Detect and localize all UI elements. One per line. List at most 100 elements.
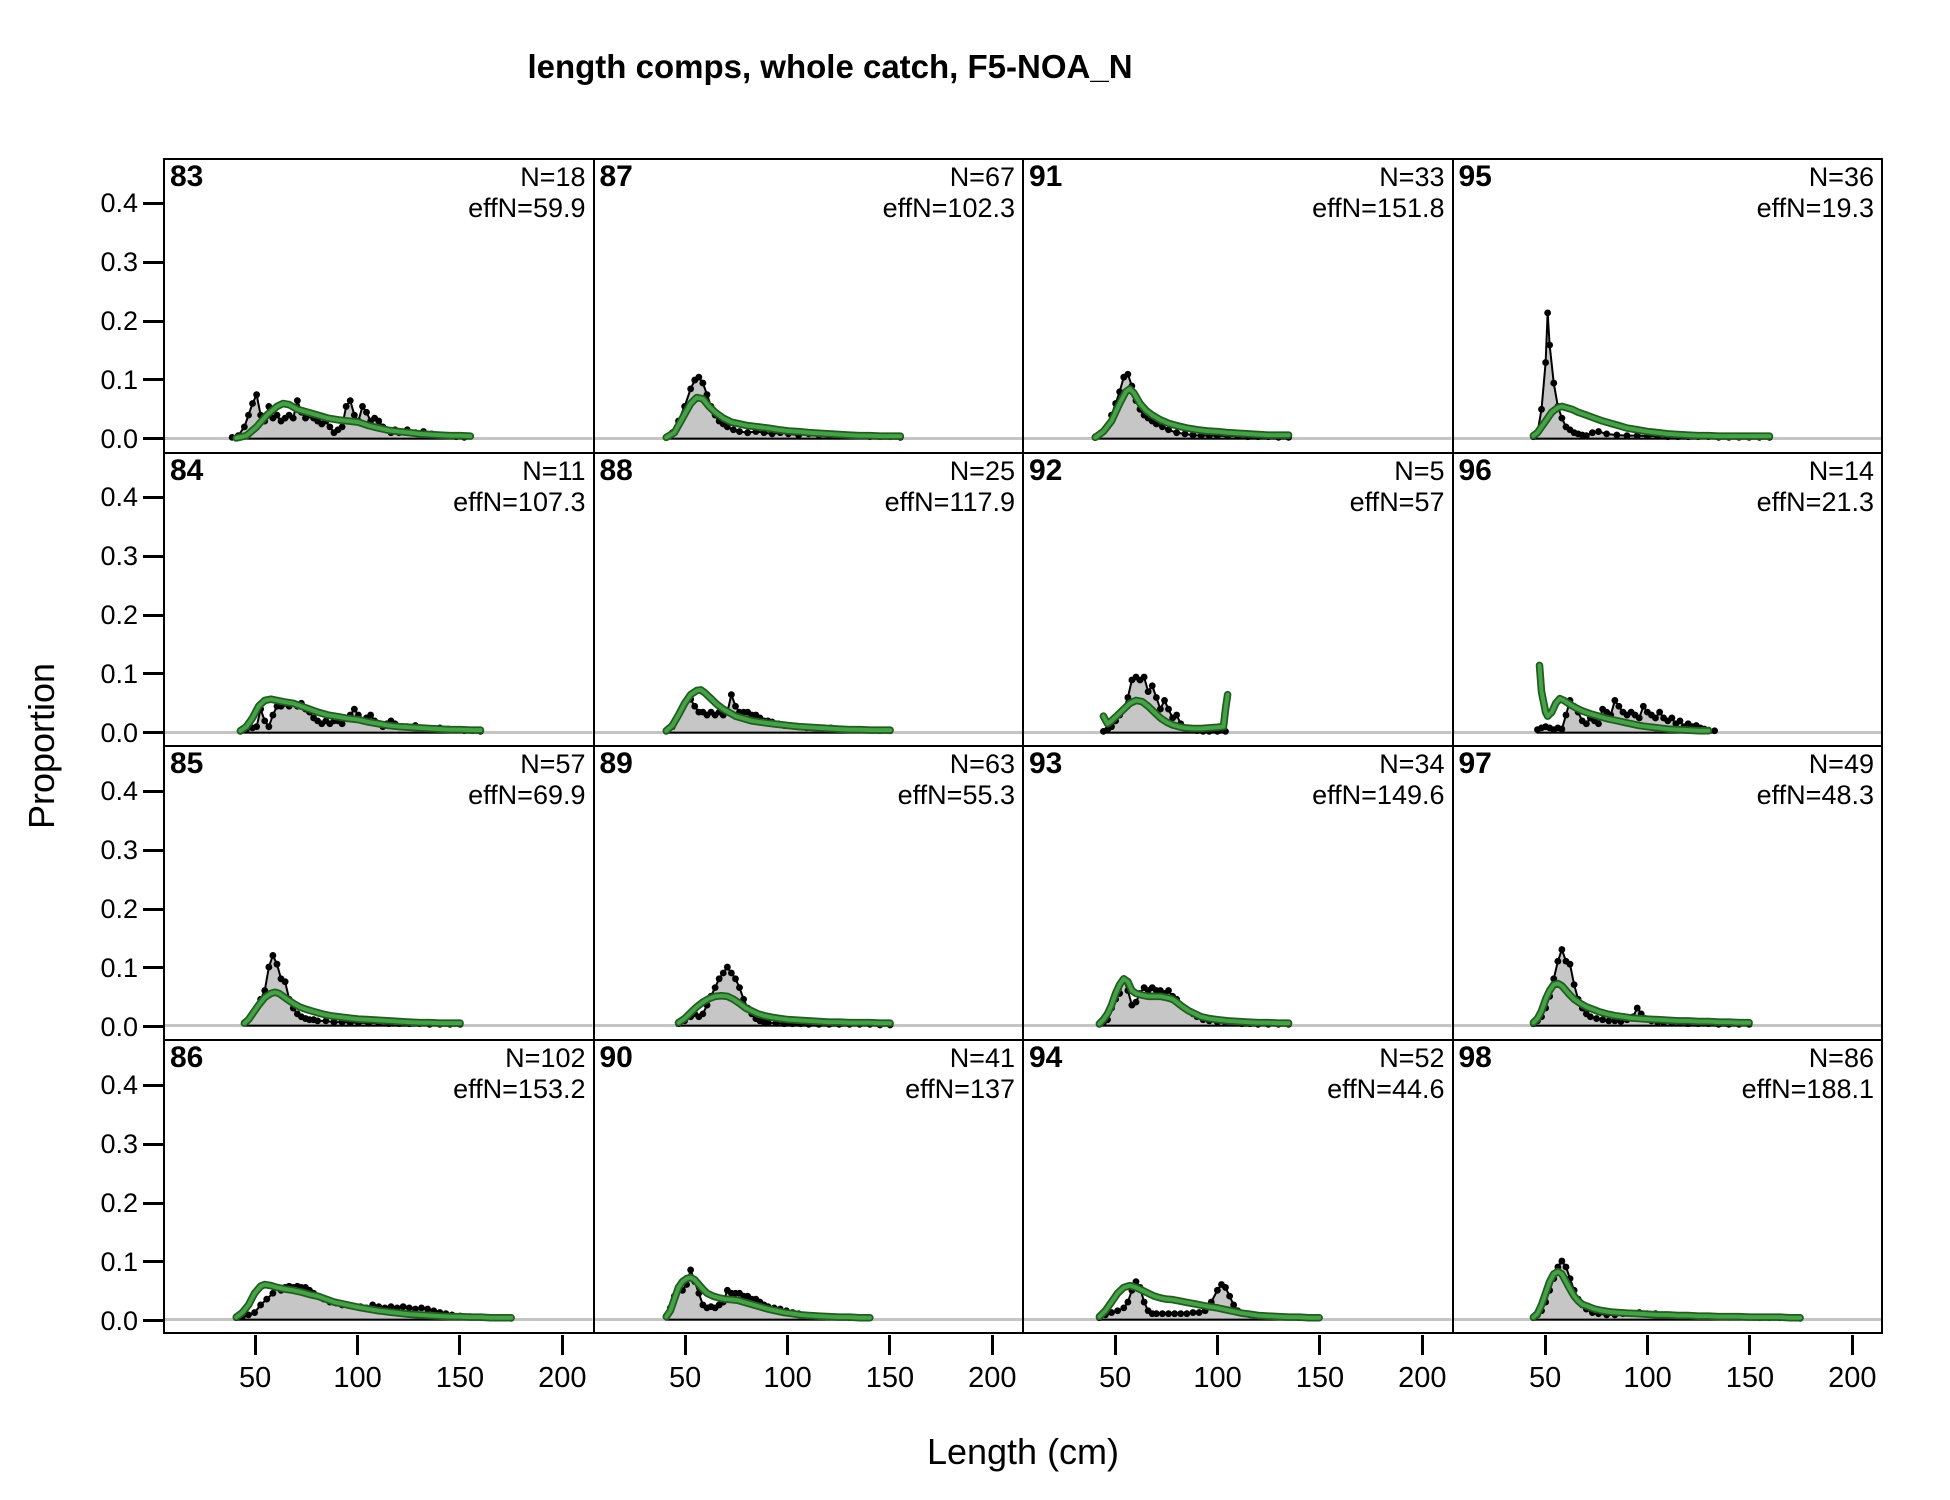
panel-effn-label: effN=153.2 [453, 1073, 586, 1104]
expected-line [1530, 1269, 1802, 1320]
x-axis-tick [786, 1335, 790, 1355]
observed-point [1655, 708, 1663, 716]
observed-point [418, 1303, 425, 1311]
observed-point [1156, 705, 1164, 713]
y-axis-tick [143, 907, 163, 911]
panel-effn-label: effN=21.3 [1756, 486, 1874, 517]
y-axis-tick-label: 0.2 [100, 894, 138, 925]
panel-year-label: 91 [1029, 160, 1063, 193]
x-axis-tick [356, 1335, 360, 1355]
observed-point [1557, 725, 1565, 732]
observed-point [1549, 379, 1557, 387]
x-axis-tick [560, 1335, 564, 1355]
observed-point [1614, 702, 1622, 710]
y-axis-tick-label: 0.4 [100, 1070, 138, 1101]
observed-point [399, 1302, 407, 1310]
expected-line [663, 687, 892, 733]
panel-plot-svg [594, 685, 1022, 735]
x-axis-tick [1420, 1335, 1424, 1355]
observed-point [350, 705, 358, 713]
panel-year-label: 92 [1029, 453, 1063, 487]
observed-point [1165, 705, 1172, 713]
observed-point [1189, 1308, 1197, 1316]
observed-point [253, 722, 261, 730]
panel-plot-svg [165, 694, 593, 735]
observed-point [293, 397, 301, 405]
y-axis-title: Proportion [21, 662, 62, 830]
y-axis-tick-label: 0.3 [100, 541, 138, 572]
panel-sample-sizes: N=49 effN=48.3 [1757, 749, 1874, 811]
observed-point [1183, 1309, 1191, 1317]
x-axis-tick-label: 100 [1623, 1362, 1672, 1394]
observed-point [249, 400, 256, 407]
observed-point [1639, 702, 1647, 710]
observed-point [1633, 432, 1641, 440]
observed-point [1586, 1013, 1594, 1021]
panel-effn-label: effN=57 [1349, 486, 1445, 517]
y-axis-tick [143, 1142, 163, 1146]
y-axis-tick-label: 0.0 [100, 717, 138, 748]
panel-n-label: N=41 [949, 1042, 1015, 1073]
panel-sample-sizes: N=52 effN=44.6 [1327, 1043, 1444, 1105]
panel-year-label: 84 [170, 453, 204, 487]
panel-93: 93 N=34 effN=149.6 [1023, 746, 1453, 1040]
panel-effn-label: effN=149.6 [1312, 780, 1445, 810]
expected-line [1530, 404, 1772, 439]
y-axis-tick-label: 0.1 [100, 364, 138, 395]
panel-sample-sizes: N=25 effN=117.9 [885, 456, 1015, 518]
panel-sample-sizes: N=36 effN=19.3 [1757, 162, 1874, 224]
panel-effn-label: effN=19.3 [1756, 193, 1874, 223]
observed-point [1612, 431, 1620, 439]
panel-sample-sizes: N=5 effN=57 [1350, 456, 1445, 518]
observed-point [1594, 428, 1602, 435]
x-axis-tick [1850, 1335, 1854, 1355]
x-axis-tick [1748, 1335, 1752, 1355]
observed-point [1562, 711, 1569, 718]
observed-point [1633, 1004, 1641, 1012]
x-axis-tick-label: 50 [1529, 1362, 1562, 1394]
observed-point [1132, 998, 1140, 1006]
observed-point [1598, 1016, 1606, 1024]
y-axis-tick-label: 0.0 [100, 1011, 138, 1042]
y-axis-tick [143, 319, 163, 323]
y-axis-tick-label: 0.1 [100, 952, 138, 983]
observed-point [265, 963, 273, 971]
x-axis-tick [990, 1335, 994, 1355]
panel-plot-svg [1024, 370, 1452, 442]
observed-point [265, 722, 273, 730]
observed-point [273, 411, 281, 419]
x-axis-tick-label: 150 [435, 1362, 485, 1394]
y-axis-tick [143, 1319, 163, 1323]
observed-point [273, 960, 281, 968]
panel-n-label: N=63 [949, 749, 1015, 779]
panel-sample-sizes: N=41 effN=137 [905, 1043, 1015, 1105]
panel-sample-sizes: N=11 effN=107.3 [453, 456, 585, 518]
observed-point [411, 1305, 419, 1312]
panel-89: 89 N=63 effN=55.3 [593, 746, 1023, 1040]
observed-point [338, 719, 346, 727]
panel-n-label: N=14 [1808, 455, 1874, 486]
x-axis-tick-label: 150 [1725, 1362, 1775, 1394]
observed-point [1114, 1306, 1122, 1314]
observed-polygon [1531, 312, 1771, 440]
panel-plot-svg [594, 963, 1022, 1029]
panel-n-label: N=11 [522, 455, 586, 486]
panel-plot-svg [1453, 661, 1881, 735]
panel-n-label: N=52 [1379, 1042, 1445, 1073]
panel-effn-label: effN=107.3 [453, 486, 586, 517]
panel-year-label: 95 [1458, 160, 1492, 193]
observed-point [735, 984, 743, 992]
observed-point [269, 952, 277, 959]
expected-line [1536, 662, 1711, 733]
panel-effn-label: effN=117.9 [884, 486, 1015, 517]
x-axis-tick [888, 1335, 892, 1355]
panel-plot-svg [1453, 1257, 1881, 1322]
y-axis-tick-label: 0.2 [100, 600, 138, 631]
panel-94: 94 N=52 effN=44.6 [1023, 1039, 1453, 1333]
observed-point [694, 373, 702, 381]
panel-effn-label: effN=137 [905, 1073, 1015, 1104]
observed-point [326, 423, 334, 431]
y-axis-tick [143, 437, 163, 441]
x-axis-tick [253, 1335, 257, 1355]
